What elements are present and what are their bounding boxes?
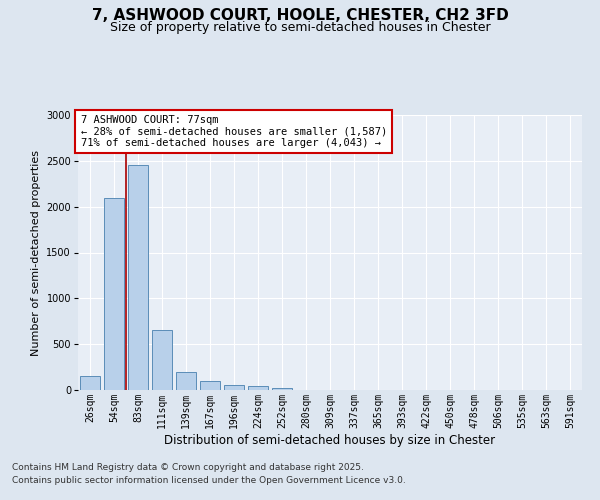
Text: Contains public sector information licensed under the Open Government Licence v3: Contains public sector information licen…	[12, 476, 406, 485]
Bar	[248, 386, 268, 390]
Bar	[128, 166, 148, 390]
Bar	[272, 388, 292, 390]
Bar	[200, 381, 220, 390]
Text: 7, ASHWOOD COURT, HOOLE, CHESTER, CH2 3FD: 7, ASHWOOD COURT, HOOLE, CHESTER, CH2 3F…	[92, 8, 508, 22]
Y-axis label: Number of semi-detached properties: Number of semi-detached properties	[31, 150, 41, 356]
Text: Size of property relative to semi-detached houses in Chester: Size of property relative to semi-detach…	[110, 21, 490, 34]
Text: Contains HM Land Registry data © Crown copyright and database right 2025.: Contains HM Land Registry data © Crown c…	[12, 462, 364, 471]
Bar	[80, 376, 100, 390]
Bar	[104, 198, 124, 390]
Bar	[224, 384, 244, 390]
Text: 7 ASHWOOD COURT: 77sqm
← 28% of semi-detached houses are smaller (1,587)
71% of : 7 ASHWOOD COURT: 77sqm ← 28% of semi-det…	[80, 115, 387, 148]
X-axis label: Distribution of semi-detached houses by size in Chester: Distribution of semi-detached houses by …	[164, 434, 496, 446]
Bar	[176, 372, 196, 390]
Bar	[152, 330, 172, 390]
